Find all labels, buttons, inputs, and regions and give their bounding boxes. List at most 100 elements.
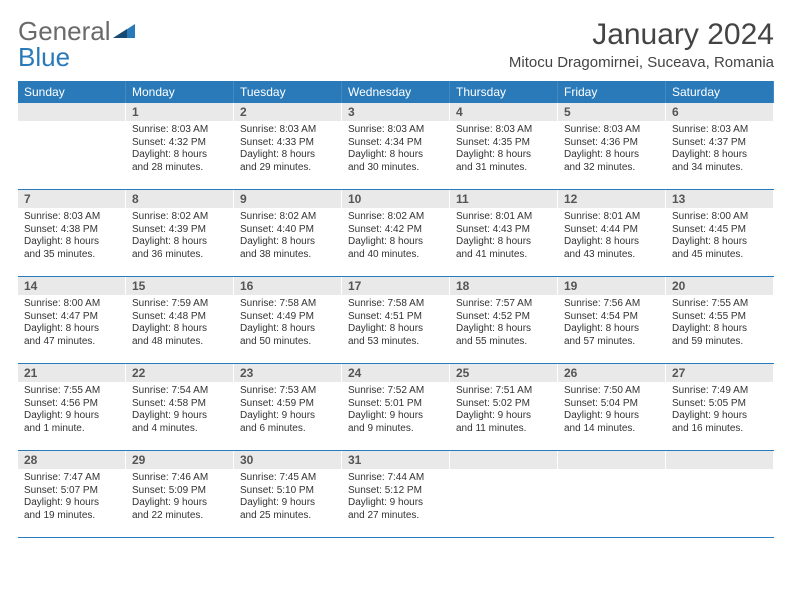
sunset-text: Sunset: 4:40 PM bbox=[240, 224, 335, 237]
day-number: 26 bbox=[558, 364, 665, 382]
logo-triangle-icon bbox=[113, 18, 135, 44]
daylight2-text: and 34 minutes. bbox=[672, 162, 767, 175]
daylight1-text: Daylight: 9 hours bbox=[456, 410, 551, 423]
daylight1-text: Daylight: 9 hours bbox=[240, 497, 335, 510]
daylight2-text: and 55 minutes. bbox=[456, 336, 551, 349]
day-number: 4 bbox=[450, 103, 557, 121]
sunrise-text: Sunrise: 8:02 AM bbox=[240, 211, 335, 224]
daylight2-text: and 30 minutes. bbox=[348, 162, 443, 175]
sunrise-text: Sunrise: 7:51 AM bbox=[456, 385, 551, 398]
day-cell: 22Sunrise: 7:54 AMSunset: 4:58 PMDayligh… bbox=[126, 364, 234, 450]
sunset-text: Sunset: 4:58 PM bbox=[132, 398, 227, 411]
daylight2-text: and 11 minutes. bbox=[456, 423, 551, 436]
daylight1-text: Daylight: 8 hours bbox=[348, 149, 443, 162]
daylight1-text: Daylight: 8 hours bbox=[240, 149, 335, 162]
day-info: Sunrise: 8:03 AMSunset: 4:34 PMDaylight:… bbox=[342, 121, 449, 180]
day-number: 16 bbox=[234, 277, 341, 295]
daylight2-text: and 38 minutes. bbox=[240, 249, 335, 262]
daylight1-text: Daylight: 9 hours bbox=[132, 497, 227, 510]
sunset-text: Sunset: 5:02 PM bbox=[456, 398, 551, 411]
daylight1-text: Daylight: 8 hours bbox=[348, 323, 443, 336]
day-number: 11 bbox=[450, 190, 557, 208]
sunrise-text: Sunrise: 7:50 AM bbox=[564, 385, 659, 398]
sunset-text: Sunset: 4:33 PM bbox=[240, 137, 335, 150]
day-number: 28 bbox=[18, 451, 125, 469]
day-number bbox=[450, 451, 557, 469]
day-cell: 10Sunrise: 8:02 AMSunset: 4:42 PMDayligh… bbox=[342, 190, 450, 276]
day-cell: 24Sunrise: 7:52 AMSunset: 5:01 PMDayligh… bbox=[342, 364, 450, 450]
sunrise-text: Sunrise: 7:57 AM bbox=[456, 298, 551, 311]
day-cell: 29Sunrise: 7:46 AMSunset: 5:09 PMDayligh… bbox=[126, 451, 234, 537]
day-info: Sunrise: 8:03 AMSunset: 4:37 PMDaylight:… bbox=[666, 121, 773, 180]
day-cell bbox=[558, 451, 666, 537]
weekday-header: Thursday bbox=[450, 81, 558, 103]
daylight2-text: and 28 minutes. bbox=[132, 162, 227, 175]
week-row: 7Sunrise: 8:03 AMSunset: 4:38 PMDaylight… bbox=[18, 190, 774, 277]
week-row: 14Sunrise: 8:00 AMSunset: 4:47 PMDayligh… bbox=[18, 277, 774, 364]
daylight1-text: Daylight: 9 hours bbox=[564, 410, 659, 423]
day-info bbox=[558, 469, 665, 478]
daylight2-text: and 25 minutes. bbox=[240, 510, 335, 523]
sunrise-text: Sunrise: 7:55 AM bbox=[672, 298, 767, 311]
day-info: Sunrise: 8:00 AMSunset: 4:47 PMDaylight:… bbox=[18, 295, 125, 354]
day-cell: 27Sunrise: 7:49 AMSunset: 5:05 PMDayligh… bbox=[666, 364, 774, 450]
day-info: Sunrise: 7:47 AMSunset: 5:07 PMDaylight:… bbox=[18, 469, 125, 528]
sunrise-text: Sunrise: 7:56 AM bbox=[564, 298, 659, 311]
daylight1-text: Daylight: 8 hours bbox=[456, 149, 551, 162]
sunrise-text: Sunrise: 8:02 AM bbox=[348, 211, 443, 224]
daylight1-text: Daylight: 9 hours bbox=[240, 410, 335, 423]
daylight1-text: Daylight: 8 hours bbox=[672, 149, 767, 162]
sunset-text: Sunset: 4:44 PM bbox=[564, 224, 659, 237]
day-cell: 19Sunrise: 7:56 AMSunset: 4:54 PMDayligh… bbox=[558, 277, 666, 363]
daylight1-text: Daylight: 8 hours bbox=[24, 236, 119, 249]
daylight1-text: Daylight: 9 hours bbox=[24, 497, 119, 510]
sunset-text: Sunset: 4:54 PM bbox=[564, 311, 659, 324]
day-number bbox=[18, 103, 125, 121]
day-cell: 11Sunrise: 8:01 AMSunset: 4:43 PMDayligh… bbox=[450, 190, 558, 276]
day-number: 27 bbox=[666, 364, 773, 382]
day-number: 2 bbox=[234, 103, 341, 121]
daylight2-text: and 36 minutes. bbox=[132, 249, 227, 262]
sunset-text: Sunset: 4:42 PM bbox=[348, 224, 443, 237]
daylight1-text: Daylight: 8 hours bbox=[564, 236, 659, 249]
weekday-header: Tuesday bbox=[234, 81, 342, 103]
sunrise-text: Sunrise: 7:54 AM bbox=[132, 385, 227, 398]
day-number: 21 bbox=[18, 364, 125, 382]
sunrise-text: Sunrise: 7:45 AM bbox=[240, 472, 335, 485]
daylight2-text: and 22 minutes. bbox=[132, 510, 227, 523]
weekday-header: Saturday bbox=[666, 81, 774, 103]
daylight1-text: Daylight: 8 hours bbox=[564, 323, 659, 336]
day-cell: 2 Sunrise: 8:03 AMSunset: 4:33 PMDaylight… bbox=[234, 103, 342, 189]
day-number: 6 bbox=[666, 103, 773, 121]
day-cell: 30Sunrise: 7:45 AMSunset: 5:10 PMDayligh… bbox=[234, 451, 342, 537]
day-info bbox=[666, 469, 773, 478]
daylight1-text: Daylight: 8 hours bbox=[132, 149, 227, 162]
day-number: 1 bbox=[126, 103, 233, 121]
day-number: 13 bbox=[666, 190, 773, 208]
day-cell: 16Sunrise: 7:58 AMSunset: 4:49 PMDayligh… bbox=[234, 277, 342, 363]
daylight1-text: Daylight: 9 hours bbox=[672, 410, 767, 423]
day-cell bbox=[18, 103, 126, 189]
sunset-text: Sunset: 5:04 PM bbox=[564, 398, 659, 411]
day-info: Sunrise: 8:02 AMSunset: 4:40 PMDaylight:… bbox=[234, 208, 341, 267]
day-number: 10 bbox=[342, 190, 449, 208]
sunrise-text: Sunrise: 8:03 AM bbox=[456, 124, 551, 137]
day-info: Sunrise: 8:01 AMSunset: 4:43 PMDaylight:… bbox=[450, 208, 557, 267]
day-number: 7 bbox=[18, 190, 125, 208]
day-info: Sunrise: 7:59 AMSunset: 4:48 PMDaylight:… bbox=[126, 295, 233, 354]
day-number bbox=[666, 451, 773, 469]
daylight2-text: and 57 minutes. bbox=[564, 336, 659, 349]
sunrise-text: Sunrise: 7:47 AM bbox=[24, 472, 119, 485]
day-info: Sunrise: 8:02 AMSunset: 4:42 PMDaylight:… bbox=[342, 208, 449, 267]
sunrise-text: Sunrise: 8:03 AM bbox=[240, 124, 335, 137]
sunrise-text: Sunrise: 8:01 AM bbox=[456, 211, 551, 224]
day-info bbox=[450, 469, 557, 478]
daylight2-text: and 45 minutes. bbox=[672, 249, 767, 262]
sunset-text: Sunset: 4:52 PM bbox=[456, 311, 551, 324]
day-info: Sunrise: 8:03 AMSunset: 4:35 PMDaylight:… bbox=[450, 121, 557, 180]
day-info: Sunrise: 7:52 AMSunset: 5:01 PMDaylight:… bbox=[342, 382, 449, 441]
daylight1-text: Daylight: 8 hours bbox=[456, 323, 551, 336]
weekday-header: Wednesday bbox=[342, 81, 450, 103]
day-info: Sunrise: 8:01 AMSunset: 4:44 PMDaylight:… bbox=[558, 208, 665, 267]
week-row: 1Sunrise: 8:03 AMSunset: 4:32 PMDaylight… bbox=[18, 103, 774, 190]
